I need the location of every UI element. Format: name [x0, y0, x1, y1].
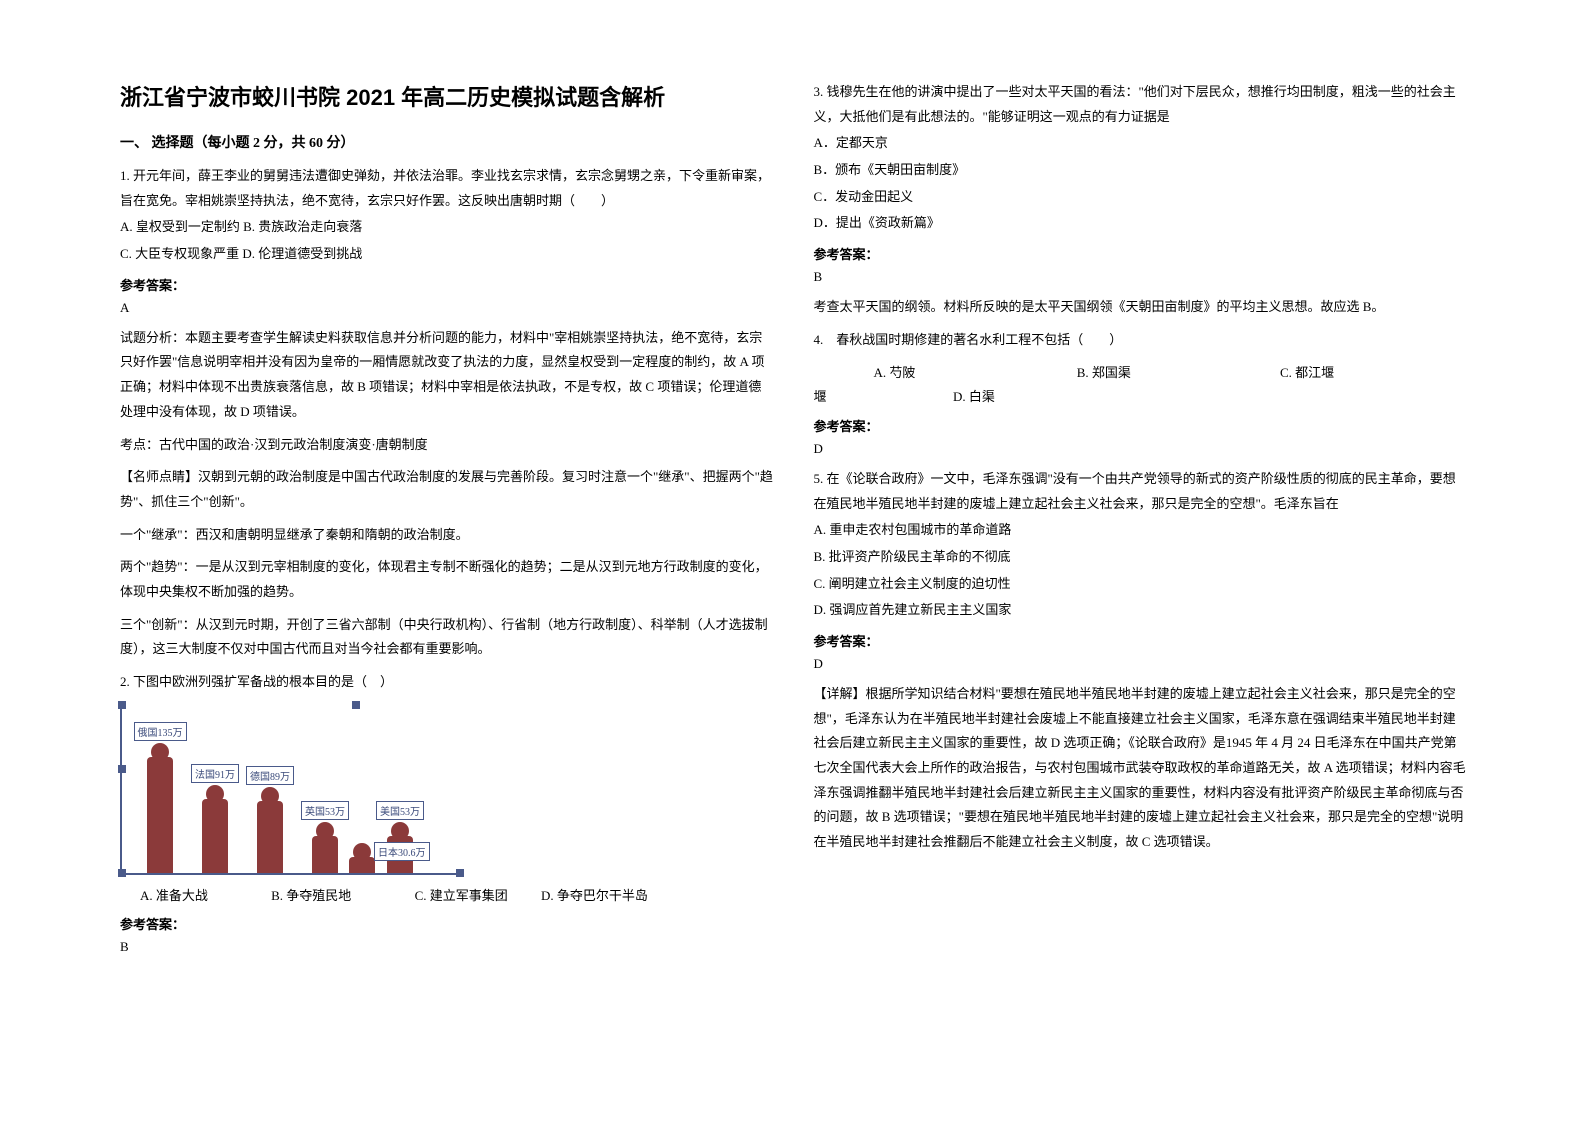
chart-dot — [456, 869, 464, 877]
q2-option-a: A. 准备大战 — [140, 888, 208, 903]
q4-option-a: A. 芍陂 — [874, 361, 1074, 386]
question-4: 4. 春秋战国时期修建的著名水利工程不包括（ ） — [814, 328, 1468, 353]
q3-option-a: A．定都天京 — [814, 131, 1468, 156]
q2-option-d: D. 争夺巴尔干半岛 — [541, 888, 648, 903]
chart-bar: 英国53万 — [307, 801, 343, 873]
q2-option-b: B. 争夺殖民地 — [271, 888, 351, 903]
q3-option-c: C．发动金田起义 — [814, 185, 1468, 210]
chart-dot — [352, 701, 360, 709]
q1-explanation-2: 考点：古代中国的政治·汉到元政治制度演变·唐朝制度 — [120, 433, 774, 458]
left-column: 浙江省宁波市蛟川书院 2021 年高二历史模拟试题含解析 一、 选择题（每小题 … — [100, 80, 794, 1082]
q3-option-b: B．颁布《天朝田亩制度》 — [814, 158, 1468, 183]
section-1-header: 一、 选择题（每小题 2 分，共 60 分） — [120, 132, 774, 152]
q1-explanation-4: 一个"继承"：西汉和唐朝明显继承了秦朝和隋朝的政治制度。 — [120, 523, 774, 548]
chart-bar: 日本30.6万 — [344, 843, 380, 872]
q5-option-b: B. 批评资产阶级民主革命的不彻底 — [814, 545, 1468, 570]
chart-dot — [118, 701, 126, 709]
q4-option-c-suffix: 堰 — [814, 389, 827, 404]
q1-option-cd: C. 大臣专权现象严重 D. 伦理道德受到挑战 — [120, 242, 774, 267]
question-2: 2. 下图中欧洲列强扩军备战的根本目的是（ ） — [120, 670, 774, 695]
q2-answer: B — [120, 939, 774, 955]
chart-bar: 德国89万 — [252, 766, 288, 873]
q5-option-c: C. 阐明建立社会主义制度的迫切性 — [814, 572, 1468, 597]
q1-explanation-1: 试题分析：本题主要考查学生解读史料获取信息并分析问题的能力，材料中"宰相姚崇坚持… — [120, 326, 774, 425]
q1-text: 1. 开元年间，薛王李业的舅舅违法遭御史弹劾，并依法治罪。李业找玄宗求情，玄宗念… — [120, 164, 774, 213]
chart-bar: 美国53万 — [382, 801, 418, 873]
q5-option-a: A. 重申走农村包围城市的革命道路 — [814, 518, 1468, 543]
chart-bar: 俄国135万 — [142, 722, 178, 873]
q4-option-c: C. 都江堰 — [1280, 365, 1334, 380]
chart-bar-label: 俄国135万 — [134, 722, 187, 741]
q1-explanation-3: 【名师点睛】汉朝到元朝的政治制度是中国古代政治制度的发展与完善阶段。复习时注意一… — [120, 465, 774, 514]
chart-bar-label: 德国89万 — [246, 766, 294, 785]
q4-text: 4. 春秋战国时期修建的著名水利工程不包括（ ） — [814, 328, 1468, 353]
q3-answer: B — [814, 269, 1468, 285]
q5-answer-label: 参考答案： — [814, 631, 1468, 650]
q3-answer-label: 参考答案： — [814, 244, 1468, 263]
q4-option-d: D. 白渠 — [953, 389, 995, 404]
q1-explanation-6: 三个"创新"：从汉到元时期，开创了三省六部制（中央行政机构）、行省制（地方行政制… — [120, 613, 774, 662]
q2-text: 2. 下图中欧洲列强扩军备战的根本目的是（ ） — [120, 670, 774, 695]
q1-option-ab: A. 皇权受到一定制约 B. 贵族政治走向衰落 — [120, 215, 774, 240]
q5-option-d: D. 强调应首先建立新民主主义国家 — [814, 598, 1468, 623]
q2-option-c: C. 建立军事集团 — [415, 888, 508, 903]
document-title: 浙江省宁波市蛟川书院 2021 年高二历史模拟试题含解析 — [120, 80, 774, 112]
q4-option-b: B. 郑国渠 — [1077, 361, 1277, 386]
q1-explanation-5: 两个"趋势"：一是从汉到元宰相制度的变化，体现君主专制不断强化的趋势；二是从汉到… — [120, 555, 774, 604]
q4-options-row2: 堰 D. 白渠 — [814, 385, 1468, 410]
chart-bar-body — [349, 857, 375, 872]
chart-bar: 法国91万 — [197, 764, 233, 873]
military-chart: 俄国135万法国91万德国89万英国53万美国53万日本30.6万 — [120, 705, 460, 875]
chart-bar-body — [312, 836, 338, 873]
q3-option-d: D．提出《资政新篇》 — [814, 211, 1468, 236]
right-column: 3. 钱穆先生在他的讲演中提出了一些对太平天国的看法："他们对下层民众，想推行均… — [794, 80, 1488, 1082]
chart-bar-body — [202, 799, 228, 873]
q4-options-row1: A. 芍陂 B. 郑国渠 C. 都江堰 — [814, 361, 1468, 386]
chart-bar-label: 美国53万 — [376, 801, 424, 820]
q1-answer: A — [120, 300, 774, 316]
chart-bar-body — [147, 757, 173, 873]
chart-bar-label: 法国91万 — [191, 764, 239, 783]
chart-bar-label: 英国53万 — [301, 801, 349, 820]
q2-answer-label: 参考答案： — [120, 914, 774, 933]
q5-explanation: 【详解】根据所学知识结合材料"要想在殖民地半殖民地半封建的废墟上建立起社会主义社… — [814, 682, 1468, 855]
q3-text: 3. 钱穆先生在他的讲演中提出了一些对太平天国的看法："他们对下层民众，想推行均… — [814, 80, 1468, 129]
question-1: 1. 开元年间，薛王李业的舅舅违法遭御史弹劾，并依法治罪。李业找玄宗求情，玄宗念… — [120, 164, 774, 267]
q3-explanation: 考查太平天国的纲领。材料所反映的是太平天国纲领《天朝田亩制度》的平均主义思想。故… — [814, 295, 1468, 320]
q2-options: A. 准备大战 B. 争夺殖民地 C. 建立军事集团 D. 争夺巴尔干半岛 — [140, 885, 774, 904]
question-5: 5. 在《论联合政府》一文中，毛泽东强调"没有一个由共产党领导的新式的资产阶级性… — [814, 467, 1468, 623]
chart-bar-label: 日本30.6万 — [374, 842, 430, 861]
q4-answer-label: 参考答案： — [814, 416, 1468, 435]
q4-answer: D — [814, 441, 1468, 457]
q5-text: 5. 在《论联合政府》一文中，毛泽东强调"没有一个由共产党领导的新式的资产阶级性… — [814, 467, 1468, 516]
chart-dot — [118, 765, 126, 773]
chart-bar-body — [257, 801, 283, 873]
q5-answer: D — [814, 656, 1468, 672]
chart-dot — [118, 869, 126, 877]
q1-answer-label: 参考答案： — [120, 275, 774, 294]
question-3: 3. 钱穆先生在他的讲演中提出了一些对太平天国的看法："他们对下层民众，想推行均… — [814, 80, 1468, 236]
